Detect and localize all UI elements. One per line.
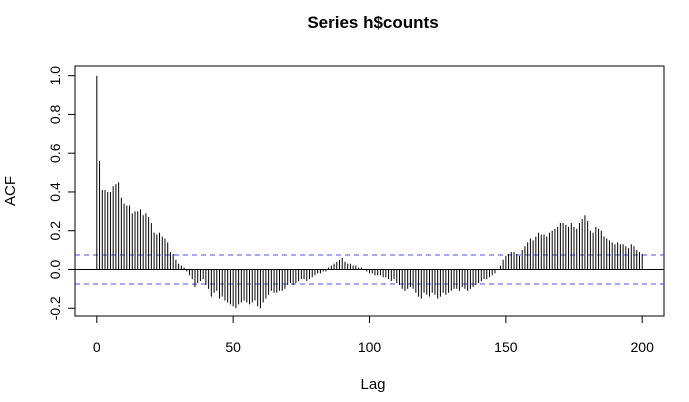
x-tick-label: 0 [93,339,101,355]
y-axis-title: ACF [2,176,19,206]
y-tick-label: -0.2 [47,296,63,320]
y-tick-label: 0.0 [47,260,63,280]
x-axis: 0 50 100 150 200 [93,315,655,355]
x-tick-label: 200 [631,339,655,355]
x-axis-title: Lag [360,376,385,393]
y-tick-label: 0.6 [47,143,63,163]
acf-bars [96,75,643,309]
x-tick-label: 150 [494,339,518,355]
y-tick-label: 0.2 [47,221,63,241]
y-tick-label: 0.8 [47,105,63,125]
plot-frame [74,65,665,317]
y-tick-label: 1.0 [47,66,63,86]
y-tick-label: 0.4 [47,182,63,202]
x-tick-label: 100 [358,339,382,355]
x-tick-label: 50 [225,339,241,355]
y-axis: -0.2 0.0 0.2 0.4 0.6 0.8 1.0 [47,66,76,320]
chart-title: Series h$counts [307,13,438,32]
